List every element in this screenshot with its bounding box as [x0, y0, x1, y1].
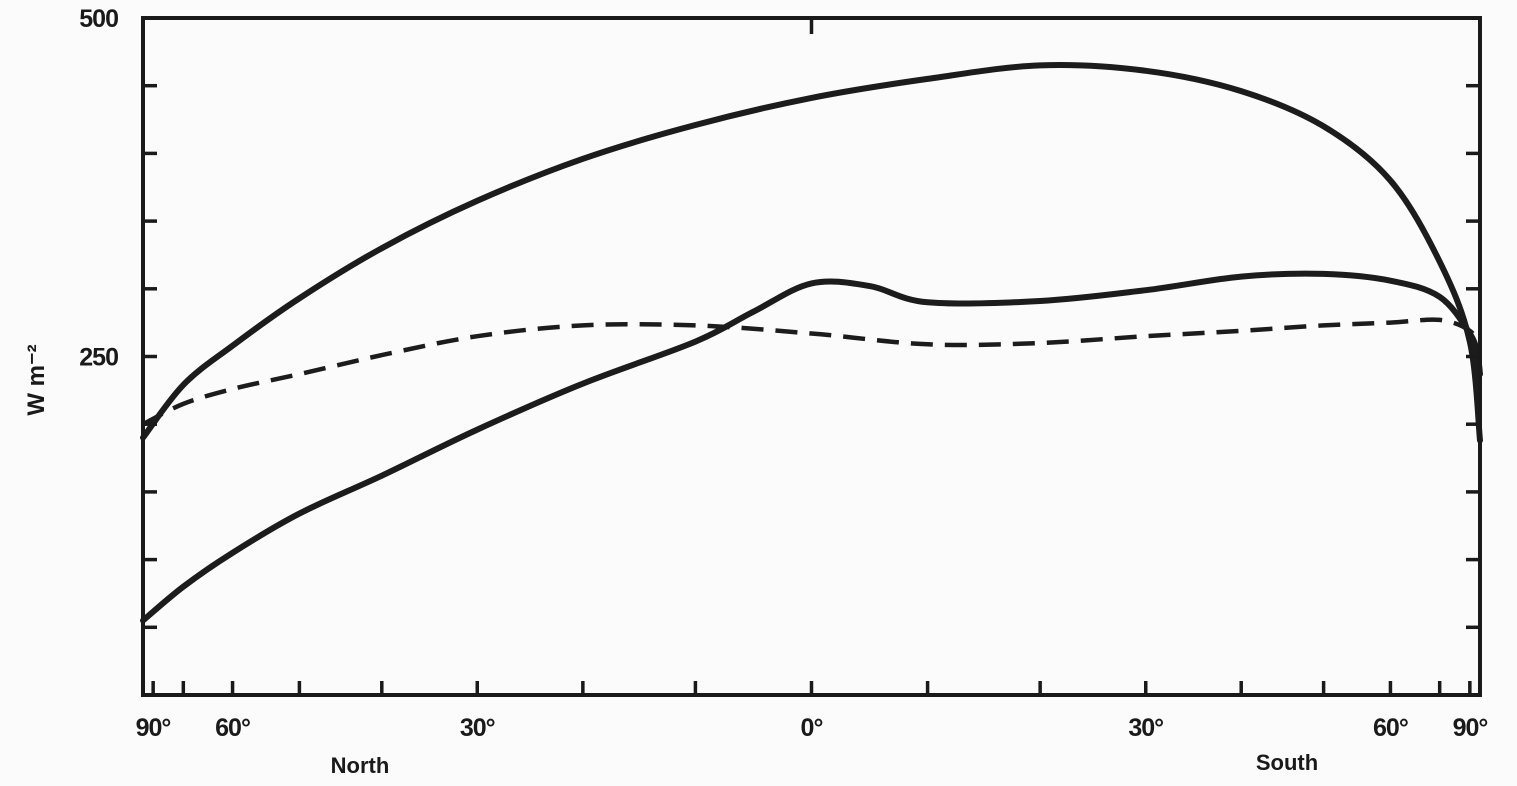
- x-tick-label: 90°: [136, 714, 171, 742]
- x-tick-label: 60°: [215, 714, 250, 742]
- x-tick-label: 0°: [801, 714, 823, 742]
- plot-frame: [141, 16, 1482, 697]
- y-tick-label: 250: [79, 344, 118, 372]
- x-tick-label: 30°: [1128, 714, 1163, 742]
- plot-layer: [140, 62, 1483, 624]
- x-tick-label: 60°: [1373, 714, 1408, 742]
- series-line-2: [140, 270, 1483, 624]
- x-tick-label: 90°: [1453, 714, 1488, 742]
- north-hemisphere-label: North: [331, 753, 390, 778]
- y-tick-label: 500: [79, 5, 118, 33]
- series-line-1: [140, 62, 1483, 444]
- x-tick-label: 30°: [460, 714, 495, 742]
- south-hemisphere-label: South: [1256, 750, 1318, 775]
- y-axis-label: W m⁻²: [23, 344, 50, 415]
- series-line-3: [141, 317, 1483, 427]
- axis-layer: 250 500 90° 60° 30° 0° 30° 60° 90°: [79, 5, 1488, 742]
